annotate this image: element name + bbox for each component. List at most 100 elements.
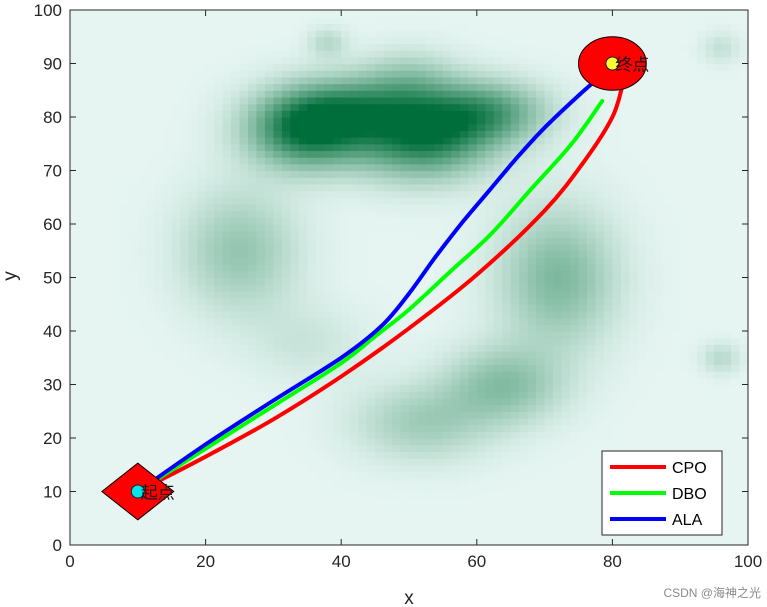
heatmap-cell [86, 230, 97, 238]
heatmap-cell [442, 344, 452, 352]
heatmap-cell [434, 163, 444, 172]
heatmap-cell [70, 431, 80, 439]
heatmap-cell [680, 438, 690, 446]
heatmap-cell [620, 230, 630, 238]
heatmap-cell [595, 511, 605, 519]
heatmap-cell [95, 391, 105, 399]
heatmap-cell [70, 210, 80, 218]
heatmap-cell [527, 411, 537, 419]
heatmap-cell [146, 310, 156, 319]
heatmap-cell [663, 163, 673, 172]
heatmap-cell [112, 217, 122, 225]
heatmap-cell [722, 397, 732, 406]
heatmap-cell [315, 331, 325, 339]
heatmap-cell [714, 404, 724, 412]
heatmap-cell [536, 170, 546, 178]
heatmap-cell [180, 491, 190, 499]
heatmap-cell [307, 177, 317, 185]
heatmap-cell [468, 377, 478, 386]
heatmap-cell [603, 237, 613, 245]
heatmap-cell [298, 491, 308, 499]
heatmap-cell [586, 531, 597, 539]
heatmap-cell [78, 203, 88, 212]
heatmap-cell [341, 250, 351, 259]
heatmap-cell [510, 177, 520, 185]
heatmap-cell [86, 357, 97, 366]
heatmap-cell [375, 123, 385, 131]
heatmap-cell [341, 518, 351, 526]
heatmap-cell [603, 438, 613, 446]
heatmap-cell [731, 384, 741, 392]
heatmap-cell [603, 331, 613, 339]
heatmap-cell [392, 484, 402, 493]
heatmap-cell [400, 163, 410, 172]
heatmap-cell [400, 197, 410, 205]
heatmap-cell [70, 384, 80, 392]
heatmap-cell [603, 190, 613, 198]
heatmap-cell [493, 317, 503, 325]
heatmap-cell [536, 538, 546, 545]
heatmap-cell [154, 190, 164, 198]
heatmap-cell [603, 203, 613, 212]
heatmap-cell [366, 404, 376, 412]
heatmap-cell [409, 163, 419, 172]
heatmap-cell [493, 203, 503, 212]
heatmap-cell [205, 357, 215, 366]
heatmap-cell [120, 230, 130, 238]
heatmap-cell [239, 344, 249, 352]
heatmap-cell [154, 210, 164, 218]
heatmap-cell [324, 270, 334, 279]
heatmap-cell [205, 123, 215, 131]
heatmap-cell [671, 324, 681, 332]
heatmap-cell [637, 404, 647, 412]
heatmap-cell [231, 317, 241, 325]
heatmap-cell [409, 244, 419, 252]
heatmap-cell [120, 163, 130, 172]
heatmap-cell [493, 431, 503, 439]
heatmap-cell [553, 224, 563, 232]
heatmap-cell [392, 264, 402, 272]
heatmap-cell [561, 284, 571, 292]
heatmap-cell [459, 310, 469, 319]
heatmap-cell [442, 331, 452, 339]
heatmap-cell [705, 284, 715, 292]
heatmap-cell [341, 304, 351, 312]
heatmap-cell [417, 150, 427, 158]
heatmap-cell [425, 351, 436, 359]
heatmap-cell [180, 203, 190, 212]
heatmap-cell [493, 511, 503, 519]
heatmap-cell [739, 397, 748, 406]
heatmap-cell [451, 177, 461, 185]
heatmap-cell [129, 157, 139, 165]
heatmap-cell [553, 384, 563, 392]
heatmap-cell [612, 310, 622, 319]
heatmap-cell [654, 163, 664, 172]
heatmap-cell [603, 157, 613, 165]
heatmap-cell [586, 484, 597, 493]
heatmap-cell [485, 270, 495, 279]
heatmap-cell [307, 531, 317, 539]
heatmap-cell [595, 384, 605, 392]
heatmap-cell [256, 257, 266, 265]
heatmap-cell [273, 284, 283, 292]
heatmap-cell [629, 324, 639, 332]
heatmap-cell [341, 404, 351, 412]
heatmap-cell [264, 157, 274, 165]
heatmap-cell [103, 230, 113, 238]
heatmap-cell [527, 224, 537, 232]
heatmap-cell [442, 304, 452, 312]
heatmap-cell [95, 123, 105, 131]
heatmap-cell [663, 157, 673, 165]
heatmap-cell [476, 257, 486, 265]
heatmap-cell [137, 203, 147, 212]
heatmap-cell [298, 531, 308, 539]
heatmap-cell [171, 237, 181, 245]
heatmap-cell [688, 217, 698, 225]
heatmap-cell [586, 237, 597, 245]
heatmap-cell [434, 337, 444, 345]
heatmap-cell [137, 183, 147, 192]
heatmap-cell [722, 351, 732, 359]
heatmap-cell [400, 404, 410, 412]
heatmap-cell [86, 337, 97, 345]
heatmap-cell [400, 478, 410, 486]
